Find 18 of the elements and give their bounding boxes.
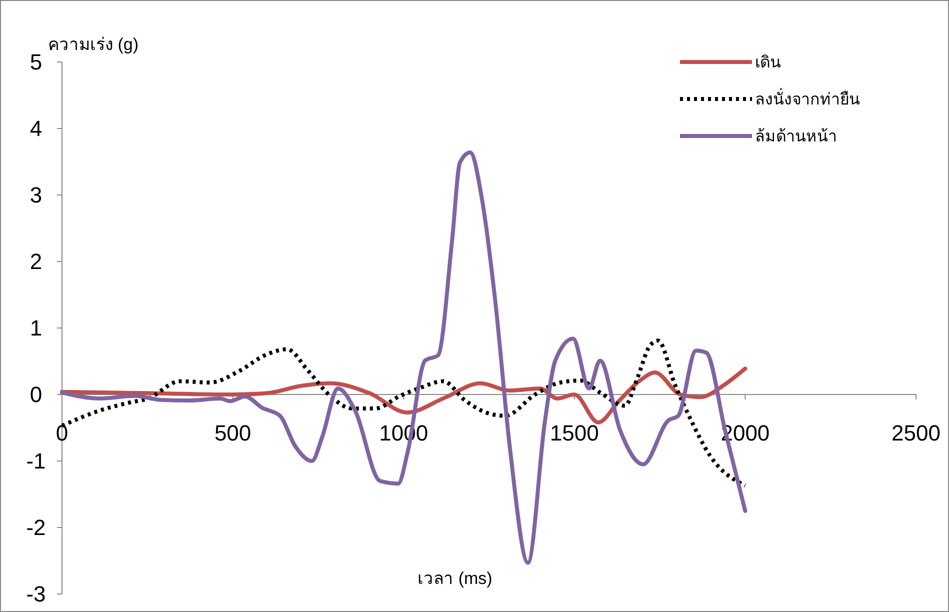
y-tick-label: 1 bbox=[30, 316, 42, 341]
x-tick-label: 1500 bbox=[550, 420, 599, 446]
y-tick-label: 2 bbox=[30, 249, 42, 274]
x-tick-label: 2500 bbox=[892, 420, 940, 446]
y-tick-label: -2 bbox=[26, 515, 46, 540]
y-axis-title: ความเร่ง (g) bbox=[48, 35, 138, 54]
y-tick-label: 3 bbox=[30, 182, 42, 208]
y-tick-label: 0 bbox=[30, 382, 42, 408]
legend-label: ลงนั่งจากท่ายืน bbox=[755, 88, 860, 109]
x-tick-label: 500 bbox=[214, 420, 252, 446]
legend-label: ล้มด้านหน้า bbox=[755, 128, 837, 146]
y-tick-label: 5 bbox=[30, 50, 42, 75]
line-series bbox=[60, 366, 748, 424]
legend-label: เดิน bbox=[755, 54, 781, 72]
y-tick-label: 4 bbox=[30, 116, 42, 142]
y-tick-label: -1 bbox=[26, 448, 46, 474]
x-axis-title: เวลา (ms) bbox=[418, 569, 492, 588]
y-tick-label: -3 bbox=[26, 582, 46, 607]
